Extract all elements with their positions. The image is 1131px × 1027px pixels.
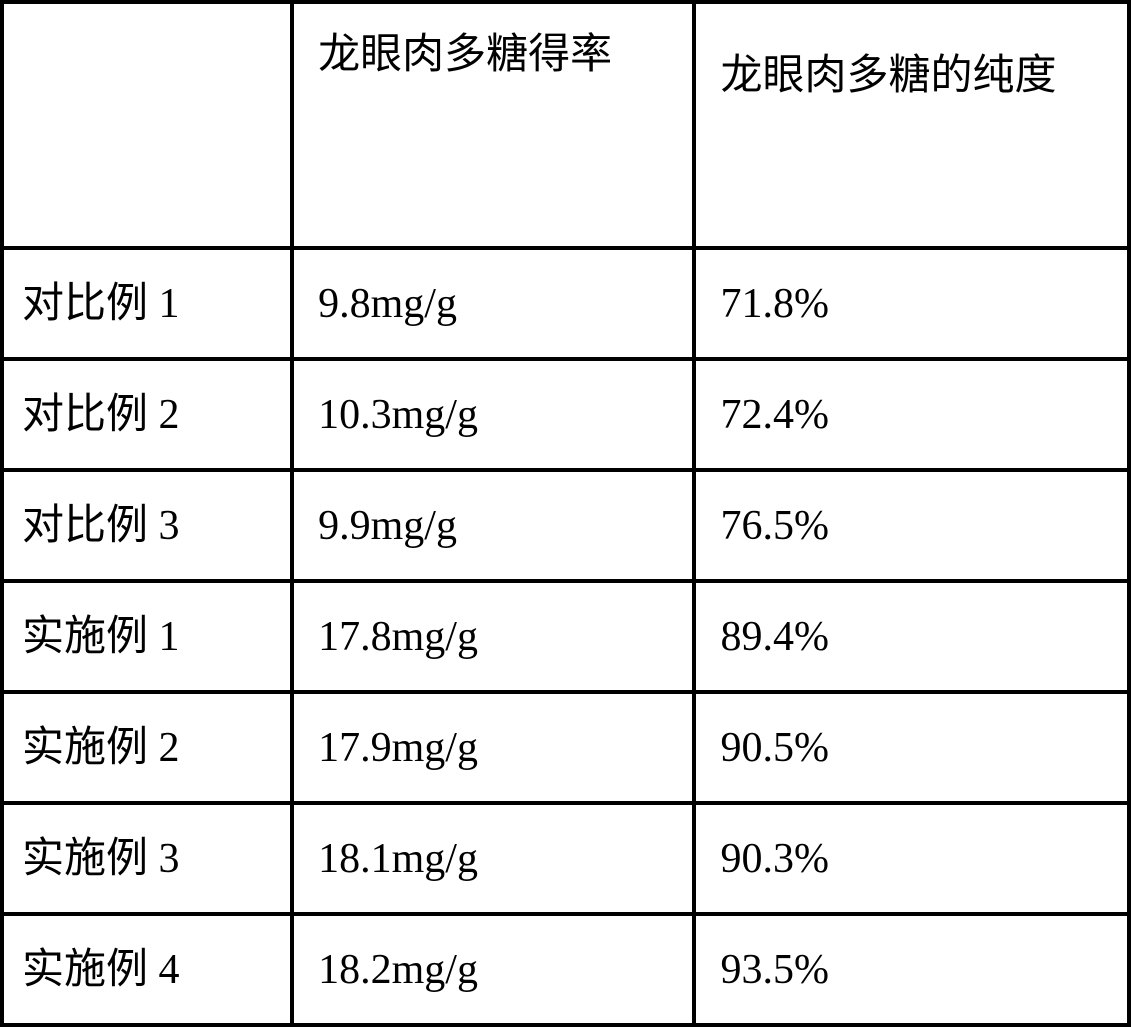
row-yield: 17.9mg/g xyxy=(292,692,694,803)
row-purity: 72.4% xyxy=(694,359,1129,470)
row-purity: 89.4% xyxy=(694,581,1129,692)
row-label: 对比例 1 xyxy=(2,248,292,359)
header-cell-blank xyxy=(2,2,292,248)
row-yield: 18.2mg/g xyxy=(292,914,694,1025)
table-header-row: 龙眼肉多糖得率 龙眼肉多糖的纯度 xyxy=(2,2,1129,248)
header-cell-yield: 龙眼肉多糖得率 xyxy=(292,2,694,248)
row-yield: 18.1mg/g xyxy=(292,803,694,914)
table-row: 对比例 2 10.3mg/g 72.4% xyxy=(2,359,1129,470)
data-table: 龙眼肉多糖得率 龙眼肉多糖的纯度 对比例 1 9.8mg/g 71.8% 对比例… xyxy=(0,0,1131,1027)
row-label: 对比例 3 xyxy=(2,470,292,581)
table-row: 实施例 1 17.8mg/g 89.4% xyxy=(2,581,1129,692)
row-label: 实施例 3 xyxy=(2,803,292,914)
row-yield: 9.9mg/g xyxy=(292,470,694,581)
row-label: 实施例 2 xyxy=(2,692,292,803)
table-row: 对比例 3 9.9mg/g 76.5% xyxy=(2,470,1129,581)
row-yield: 17.8mg/g xyxy=(292,581,694,692)
row-purity: 93.5% xyxy=(694,914,1129,1025)
header-cell-purity: 龙眼肉多糖的纯度 xyxy=(694,2,1129,248)
row-purity: 90.5% xyxy=(694,692,1129,803)
row-label: 实施例 4 xyxy=(2,914,292,1025)
row-label: 实施例 1 xyxy=(2,581,292,692)
table-row: 实施例 2 17.9mg/g 90.5% xyxy=(2,692,1129,803)
row-purity: 90.3% xyxy=(694,803,1129,914)
row-yield: 10.3mg/g xyxy=(292,359,694,470)
row-purity: 71.8% xyxy=(694,248,1129,359)
row-purity: 76.5% xyxy=(694,470,1129,581)
table-row: 实施例 3 18.1mg/g 90.3% xyxy=(2,803,1129,914)
table-row: 实施例 4 18.2mg/g 93.5% xyxy=(2,914,1129,1025)
table-row: 对比例 1 9.8mg/g 71.8% xyxy=(2,248,1129,359)
row-yield: 9.8mg/g xyxy=(292,248,694,359)
row-label: 对比例 2 xyxy=(2,359,292,470)
